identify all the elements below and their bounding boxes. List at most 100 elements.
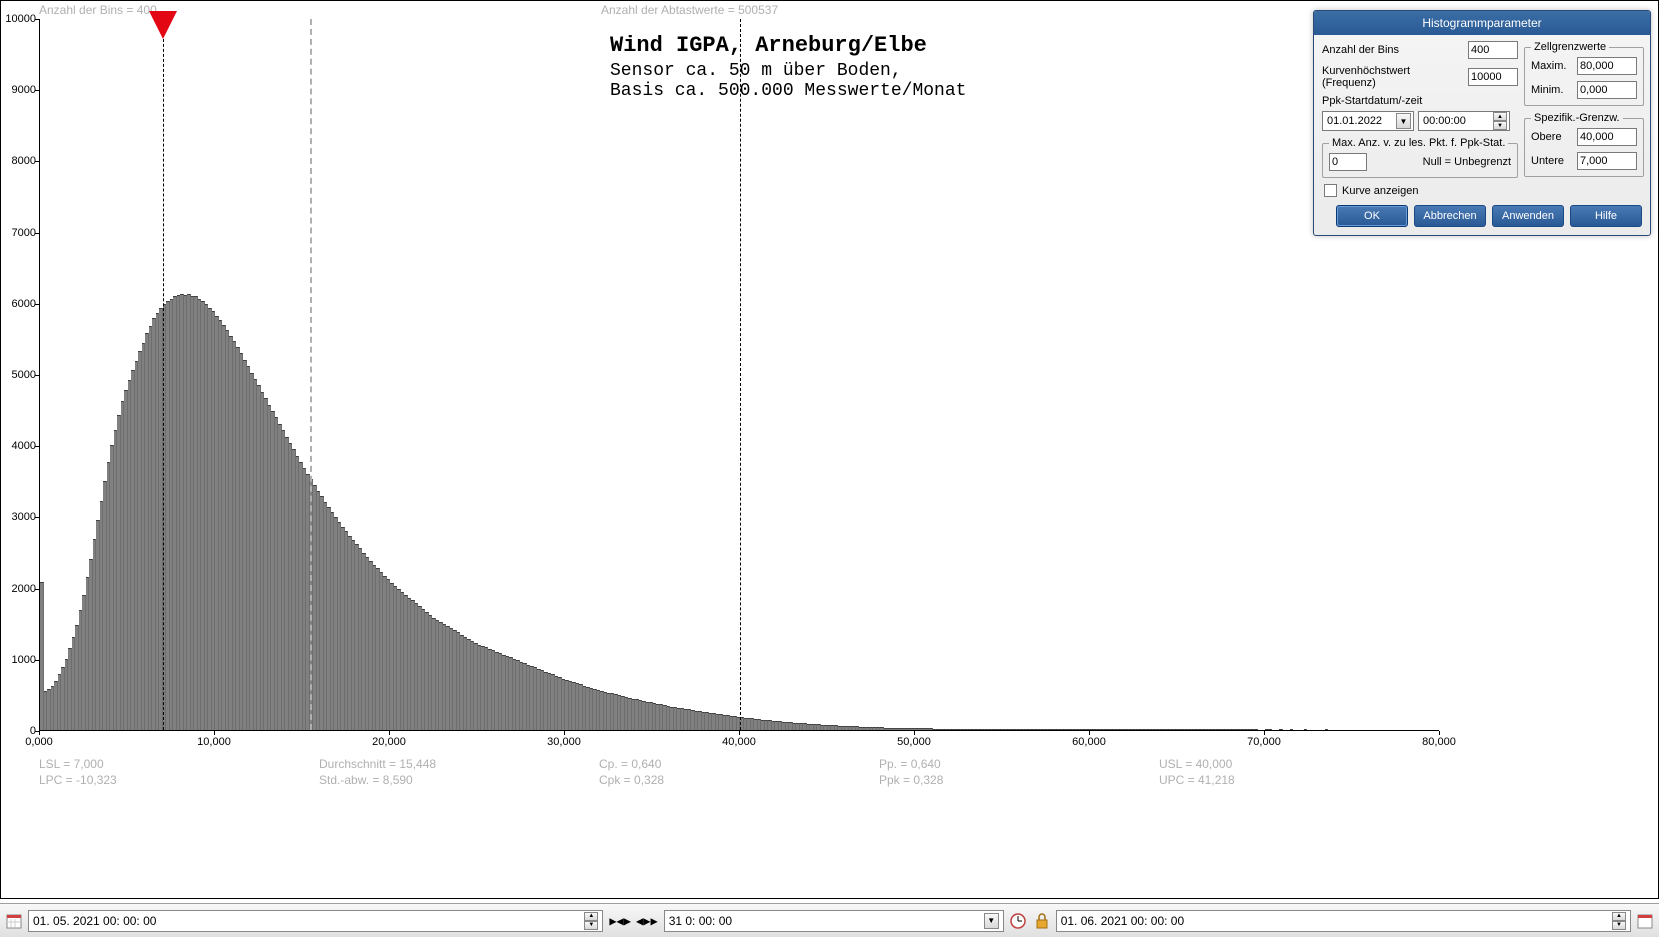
mean-line <box>310 19 312 730</box>
help-button[interactable]: Hilfe <box>1570 205 1642 227</box>
lsl-line <box>163 19 164 730</box>
cell-limits-fieldset: Zellgrenzwerte Maxim. Minim. <box>1524 41 1644 106</box>
ppk-time-value: 00:00:00 <box>1423 115 1466 127</box>
stat-mean: Durchschnitt = 15,448 <box>319 757 436 771</box>
chart-title: Wind IGPA, Arneburg/Elbe <box>610 33 927 58</box>
chart-subtitle-2: Basis ca. 500.000 Messwerte/Monat <box>610 81 966 101</box>
y-tick-label: 4000 <box>12 440 36 452</box>
cell-legend: Zellgrenzwerte <box>1531 41 1609 53</box>
end-date-value: 01. 06. 2021 00: 00: 00 <box>1061 914 1184 928</box>
clock-icon[interactable] <box>1008 911 1028 931</box>
cancel-button[interactable]: Abbrechen <box>1414 205 1486 227</box>
y-tick-label: 9000 <box>12 84 36 96</box>
stat-std: Std.-abw. = 8,590 <box>319 773 413 787</box>
x-tick-label: 50,000 <box>897 736 931 748</box>
min-label: Minim. <box>1531 84 1573 96</box>
spin-down-icon[interactable]: ▼ <box>584 921 598 930</box>
maxpts-fieldset: Max. Anz. v. zu les. Pkt. f. Ppk-Stat. N… <box>1322 137 1518 178</box>
y-axis: 0100020003000400050006000700080009000100… <box>1 19 39 731</box>
lower-label: Untere <box>1531 155 1573 167</box>
ppk-date-label: Ppk-Startdatum/-zeit <box>1322 95 1518 107</box>
ppk-date-combo[interactable]: 01.01.2022 ▼ <box>1322 111 1414 131</box>
stat-cp: Cp. = 0,640 <box>599 757 661 771</box>
dropdown-icon[interactable]: ▼ <box>1396 113 1411 129</box>
start-date-spinner[interactable]: ▲ ▼ <box>584 912 598 930</box>
y-tick-label: 1000 <box>12 654 36 666</box>
ppk-time-combo[interactable]: 00:00:00 ▲ ▼ <box>1418 111 1510 131</box>
bins-input[interactable] <box>1468 41 1518 59</box>
y-tick-label: 10000 <box>5 13 36 25</box>
maxpts-note: Null = Unbegrenzt <box>1371 156 1511 168</box>
maxpts-legend: Max. Anz. v. zu les. Pkt. f. Ppk-Stat. <box>1329 137 1508 149</box>
spin-up-icon[interactable]: ▲ <box>1493 112 1507 121</box>
y-tick-label: 3000 <box>12 511 36 523</box>
usl-line <box>740 19 741 730</box>
marker-triangle-icon <box>149 11 177 39</box>
freq-input[interactable] <box>1468 68 1518 86</box>
histogram-bar <box>1325 729 1329 730</box>
nav-step-in-icon[interactable]: ▶◀▶ <box>607 914 633 928</box>
time-spinner[interactable]: ▲ ▼ <box>1493 112 1507 130</box>
stat-usl: USL = 40,000 <box>1159 757 1232 771</box>
freq-label: Kurvenhöchstwert (Frequenz) <box>1322 65 1464 89</box>
x-tick-label: 40,000 <box>722 736 756 748</box>
duration-input[interactable]: 31 0: 00: 00 ▼ <box>664 910 1004 932</box>
spin-down-icon[interactable]: ▼ <box>1612 921 1626 930</box>
upper-label: Obere <box>1531 131 1573 143</box>
y-tick-label: 7000 <box>12 227 36 239</box>
apply-button[interactable]: Anwenden <box>1492 205 1564 227</box>
top-samples-info: Anzahl der Abtastwerte = 500537 <box>601 3 778 17</box>
lock-icon[interactable] <box>1032 911 1052 931</box>
x-tick-label: 20,000 <box>372 736 406 748</box>
histogram-params-dialog: Histogrammparameter Anzahl der Bins Kurv… <box>1313 10 1651 236</box>
nav-group-1: ▶◀▶ ◀▶▶ <box>607 914 659 928</box>
y-tick-label: 8000 <box>12 155 36 167</box>
end-date-input[interactable]: 01. 06. 2021 00: 00: 00 ▲ ▼ <box>1056 910 1631 932</box>
end-date-spinner[interactable]: ▲ ▼ <box>1612 912 1626 930</box>
spin-up-icon[interactable]: ▲ <box>1612 912 1626 921</box>
x-tick-label: 0,000 <box>25 736 53 748</box>
histogram-bar <box>1255 729 1259 730</box>
start-date-input[interactable]: 01. 05. 2021 00: 00: 00 ▲ ▼ <box>28 910 603 932</box>
histogram-plot: Wind IGPA, Arneburg/Elbe Sensor ca. 50 m… <box>39 19 1439 731</box>
ppk-date-value: 01.01.2022 <box>1327 115 1382 127</box>
calendar-icon[interactable] <box>1635 911 1655 931</box>
bins-label: Anzahl der Bins <box>1322 44 1464 56</box>
max-label: Maxim. <box>1531 60 1573 72</box>
stat-lpc: LPC = -10,323 <box>39 773 117 787</box>
show-curve-label: Kurve anzeigen <box>1342 185 1418 197</box>
dropdown-icon[interactable]: ▼ <box>984 913 999 929</box>
stat-lsl: LSL = 7,000 <box>39 757 104 771</box>
spin-up-icon[interactable]: ▲ <box>584 912 598 921</box>
spin-down-icon[interactable]: ▼ <box>1493 121 1507 130</box>
lower-input[interactable] <box>1577 152 1637 170</box>
y-tick-label: 2000 <box>12 583 36 595</box>
show-curve-checkbox[interactable] <box>1324 184 1337 197</box>
stat-cpk: Cpk = 0,328 <box>599 773 664 787</box>
stat-upc: UPC = 41,218 <box>1159 773 1235 787</box>
maxpts-input[interactable] <box>1329 153 1367 171</box>
upper-input[interactable] <box>1577 128 1637 146</box>
histogram-bar <box>1279 729 1283 730</box>
calendar-icon[interactable] <box>4 911 24 931</box>
bottom-toolbar: 01. 05. 2021 00: 00: 00 ▲ ▼ ▶◀▶ ◀▶▶ 31 0… <box>0 903 1659 937</box>
x-tick-label: 70,000 <box>1247 736 1281 748</box>
min-input[interactable] <box>1577 81 1637 99</box>
dialog-title: Histogrammparameter <box>1314 11 1650 35</box>
x-tick-label: 10,000 <box>197 736 231 748</box>
spec-legend: Spezifik.-Grenzw. <box>1531 112 1623 124</box>
duration-value: 31 0: 00: 00 <box>669 914 732 928</box>
max-input[interactable] <box>1577 57 1637 75</box>
y-tick-label: 5000 <box>12 369 36 381</box>
ok-button[interactable]: OK <box>1336 205 1408 227</box>
histogram-bar <box>1304 729 1308 730</box>
spec-limits-fieldset: Spezifik.-Grenzw. Obere Untere <box>1524 112 1644 177</box>
stat-pp: Pp. = 0,640 <box>879 757 941 771</box>
y-tick-label: 6000 <box>12 298 36 310</box>
chart-subtitle-1: Sensor ca. 50 m über Boden, <box>610 61 902 81</box>
x-tick-label: 60,000 <box>1072 736 1106 748</box>
nav-step-out-icon[interactable]: ◀▶▶ <box>634 914 660 928</box>
histogram-bar <box>1290 729 1294 730</box>
histogram-bar <box>1269 729 1273 730</box>
stat-ppk: Ppk = 0,328 <box>879 773 943 787</box>
